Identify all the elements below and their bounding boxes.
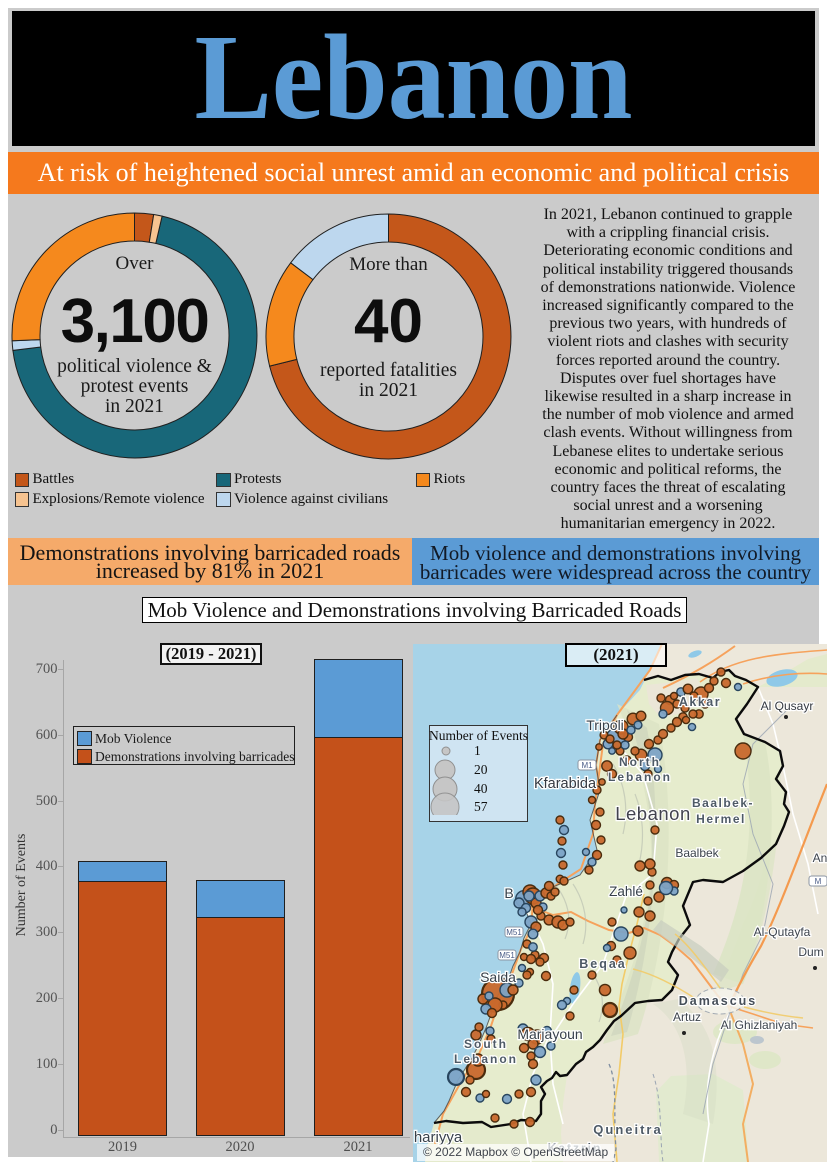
svg-text:Tripoli: Tripoli: [586, 717, 624, 733]
svg-text:Lebanon: Lebanon: [454, 1052, 518, 1066]
svg-text:Saida: Saida: [480, 969, 516, 985]
svg-text:Beqaa: Beqaa: [579, 957, 627, 971]
svg-text:Lebanon: Lebanon: [608, 770, 672, 784]
svg-text:hariyya: hariyya: [414, 1129, 463, 1146]
svg-text:Al Ghizlaniyah: Al Ghizlaniyah: [721, 1018, 798, 1032]
svg-text:Kfarabida: Kfarabida: [534, 776, 597, 792]
svg-text:Damascus: Damascus: [679, 994, 758, 1008]
svg-text:An: An: [813, 851, 827, 865]
svg-text:Artuz: Artuz: [673, 1010, 701, 1024]
svg-text:Hermel: Hermel: [696, 812, 746, 826]
svg-text:Marjayoun: Marjayoun: [517, 1026, 582, 1042]
svg-text:M1: M1: [581, 761, 593, 770]
svg-text:B: B: [504, 885, 513, 901]
svg-text:M51: M51: [499, 951, 515, 960]
svg-text:Baalbek-: Baalbek-: [692, 796, 754, 810]
svg-text:M: M: [815, 877, 822, 886]
svg-text:M51: M51: [506, 928, 522, 937]
svg-text:North: North: [619, 755, 661, 769]
svg-text:South: South: [464, 1037, 508, 1051]
svg-text:Zahlé: Zahlé: [609, 884, 643, 899]
svg-text:Al Qusayr: Al Qusayr: [761, 699, 814, 713]
svg-text:Akkar: Akkar: [679, 695, 721, 709]
svg-text:Quneitra: Quneitra: [593, 1122, 662, 1137]
svg-text:Lebanon: Lebanon: [615, 803, 691, 824]
svg-text:Dum: Dum: [798, 945, 823, 959]
svg-text:Al-Qutayfa: Al-Qutayfa: [754, 925, 811, 939]
svg-text:Baalbek: Baalbek: [675, 846, 719, 860]
